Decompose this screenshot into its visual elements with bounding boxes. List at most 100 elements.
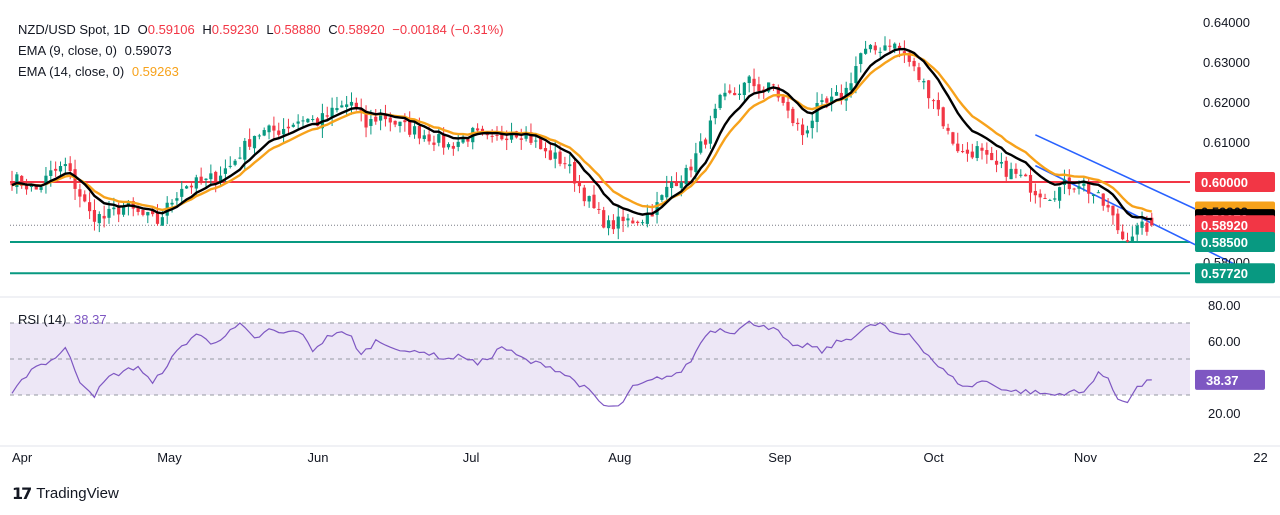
time-tick-label: 22 — [1253, 450, 1267, 465]
chart-legend: NZD/USD Spot, 1D O0.59106 H0.59230 L0.58… — [18, 21, 508, 39]
candle-body — [820, 100, 824, 102]
ema14-legend[interactable]: EMA (14, close, 0) 0.59263 — [18, 63, 183, 81]
candle-body — [684, 167, 688, 185]
candle-body — [985, 150, 989, 155]
candle-body — [931, 100, 936, 102]
candle-body — [412, 126, 417, 135]
candle-body — [248, 139, 252, 147]
candle-body — [951, 132, 955, 144]
rsi-line — [11, 320, 1152, 407]
rsi-legend[interactable]: RSI (14) 38.37 — [18, 311, 111, 329]
ohlc-change: −0.00184 (−0.31%) — [392, 22, 504, 37]
candle-body — [946, 127, 950, 131]
candle-body — [291, 124, 295, 127]
price-label-text: 0.60000 — [1201, 175, 1248, 190]
candle-body — [262, 130, 266, 136]
price-label-text: 0.58500 — [1201, 235, 1248, 250]
candle-body — [864, 48, 868, 54]
candle-body — [442, 133, 446, 148]
rsi-band — [10, 323, 1190, 395]
candle-body — [737, 93, 742, 95]
candle-body — [282, 128, 286, 135]
candle-body — [1004, 160, 1008, 177]
candle-body — [563, 163, 567, 165]
candle-body — [1028, 174, 1033, 193]
candle-body — [505, 138, 509, 141]
candle-body — [674, 181, 679, 187]
candle-body — [592, 194, 596, 209]
candle-body — [897, 45, 902, 50]
candle-body — [383, 114, 388, 120]
candle-body — [408, 120, 412, 135]
candle-body — [359, 108, 363, 112]
time-tick-label: May — [157, 450, 182, 465]
candle-body — [301, 120, 305, 122]
candle-body — [194, 177, 198, 189]
candle-body — [941, 107, 945, 127]
candle-body — [78, 189, 82, 197]
tradingview-logo[interactable]: 17 TradingView — [12, 484, 119, 503]
candle-body — [805, 130, 809, 134]
time-tick-label: Sep — [768, 450, 791, 465]
price-label-box — [1195, 172, 1275, 192]
candle-body — [990, 152, 994, 161]
candle-body — [839, 92, 843, 99]
candle-body — [859, 53, 863, 65]
candle-body — [155, 211, 160, 224]
candle-body — [349, 101, 354, 106]
candle-body — [1082, 183, 1086, 186]
ohlc-low-label: L — [266, 22, 274, 37]
candle-body — [296, 121, 300, 124]
time-tick-label: Oct — [924, 450, 945, 465]
candle-body — [1106, 204, 1110, 208]
candle-body — [699, 141, 703, 153]
candle-body — [1077, 186, 1081, 189]
candle-body — [975, 146, 979, 158]
candle-body — [325, 115, 329, 117]
candle-body — [548, 150, 552, 160]
candle-body — [1121, 231, 1125, 240]
candle-body — [480, 128, 485, 133]
candle-body — [209, 173, 213, 180]
candle-body — [907, 52, 911, 62]
candle-body — [97, 214, 101, 224]
candle-body — [257, 135, 261, 137]
candle-body — [107, 208, 111, 218]
ema14-line — [11, 52, 1153, 213]
candle-body — [776, 86, 780, 98]
candle-body — [175, 198, 179, 201]
candle-body — [121, 205, 126, 215]
candle-body — [34, 185, 38, 190]
candle-body — [640, 222, 645, 224]
candle-body — [791, 108, 795, 124]
candle-body — [185, 186, 189, 189]
candle-body — [485, 134, 489, 136]
candle-body — [199, 176, 203, 182]
candle-body — [524, 132, 528, 139]
symbol-title[interactable]: NZD/USD Spot, 1D — [18, 22, 130, 37]
ema9-line — [11, 47, 1152, 221]
candle-body — [422, 135, 426, 140]
candle-body — [180, 188, 184, 197]
ema9-value: 0.59073 — [124, 43, 172, 58]
ema9-legend[interactable]: EMA (9, close, 0) 0.59073 — [18, 42, 176, 60]
candle-body — [815, 103, 819, 122]
candle-body — [1125, 240, 1130, 242]
candle-body — [1140, 221, 1144, 228]
candle-body — [374, 116, 378, 122]
candle-body — [170, 202, 174, 205]
ohlc-low: 0.58880 — [273, 22, 321, 37]
candle-body — [451, 145, 455, 149]
candle-body — [543, 148, 548, 152]
candle-body — [223, 168, 227, 174]
candle-body — [509, 133, 514, 140]
candle-body — [1019, 174, 1023, 176]
candle-body — [902, 51, 906, 54]
candle-body — [15, 174, 19, 188]
candle-body — [10, 181, 14, 186]
candle-body — [369, 119, 373, 126]
candle-body — [645, 213, 649, 224]
candle-body — [54, 168, 58, 171]
candle-body — [631, 220, 635, 224]
